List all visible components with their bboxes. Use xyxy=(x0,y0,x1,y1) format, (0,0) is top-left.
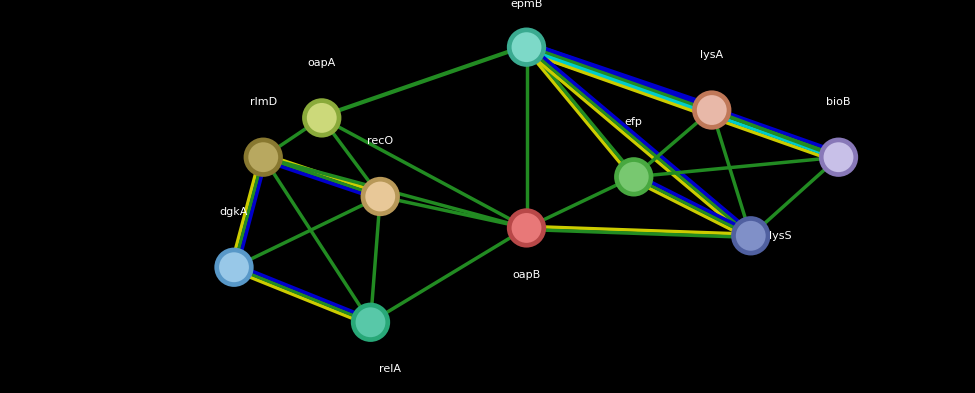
Circle shape xyxy=(819,138,858,177)
Text: recO: recO xyxy=(368,136,393,147)
Circle shape xyxy=(731,216,770,255)
Circle shape xyxy=(697,95,726,125)
Text: relA: relA xyxy=(379,364,401,375)
Circle shape xyxy=(366,182,395,211)
Circle shape xyxy=(249,142,278,172)
Text: dgkA: dgkA xyxy=(219,207,249,217)
Text: efp: efp xyxy=(625,117,643,127)
Circle shape xyxy=(356,307,385,337)
Circle shape xyxy=(351,303,390,342)
Circle shape xyxy=(692,90,731,130)
Circle shape xyxy=(507,208,546,248)
Text: lysS: lysS xyxy=(768,231,792,241)
Circle shape xyxy=(736,221,765,251)
Circle shape xyxy=(512,32,541,62)
Circle shape xyxy=(614,157,653,196)
Text: lysA: lysA xyxy=(700,50,723,60)
Circle shape xyxy=(507,28,546,67)
Circle shape xyxy=(244,138,283,177)
Circle shape xyxy=(512,213,541,243)
Circle shape xyxy=(214,248,254,287)
Circle shape xyxy=(361,177,400,216)
Circle shape xyxy=(302,98,341,138)
Circle shape xyxy=(307,103,336,133)
Circle shape xyxy=(219,252,249,282)
Circle shape xyxy=(619,162,648,192)
Text: oapA: oapA xyxy=(308,58,335,68)
Text: oapB: oapB xyxy=(513,270,540,280)
Circle shape xyxy=(824,142,853,172)
Text: rlmD: rlmD xyxy=(250,97,277,107)
Text: epmB: epmB xyxy=(510,0,543,9)
Text: bioB: bioB xyxy=(826,97,851,107)
